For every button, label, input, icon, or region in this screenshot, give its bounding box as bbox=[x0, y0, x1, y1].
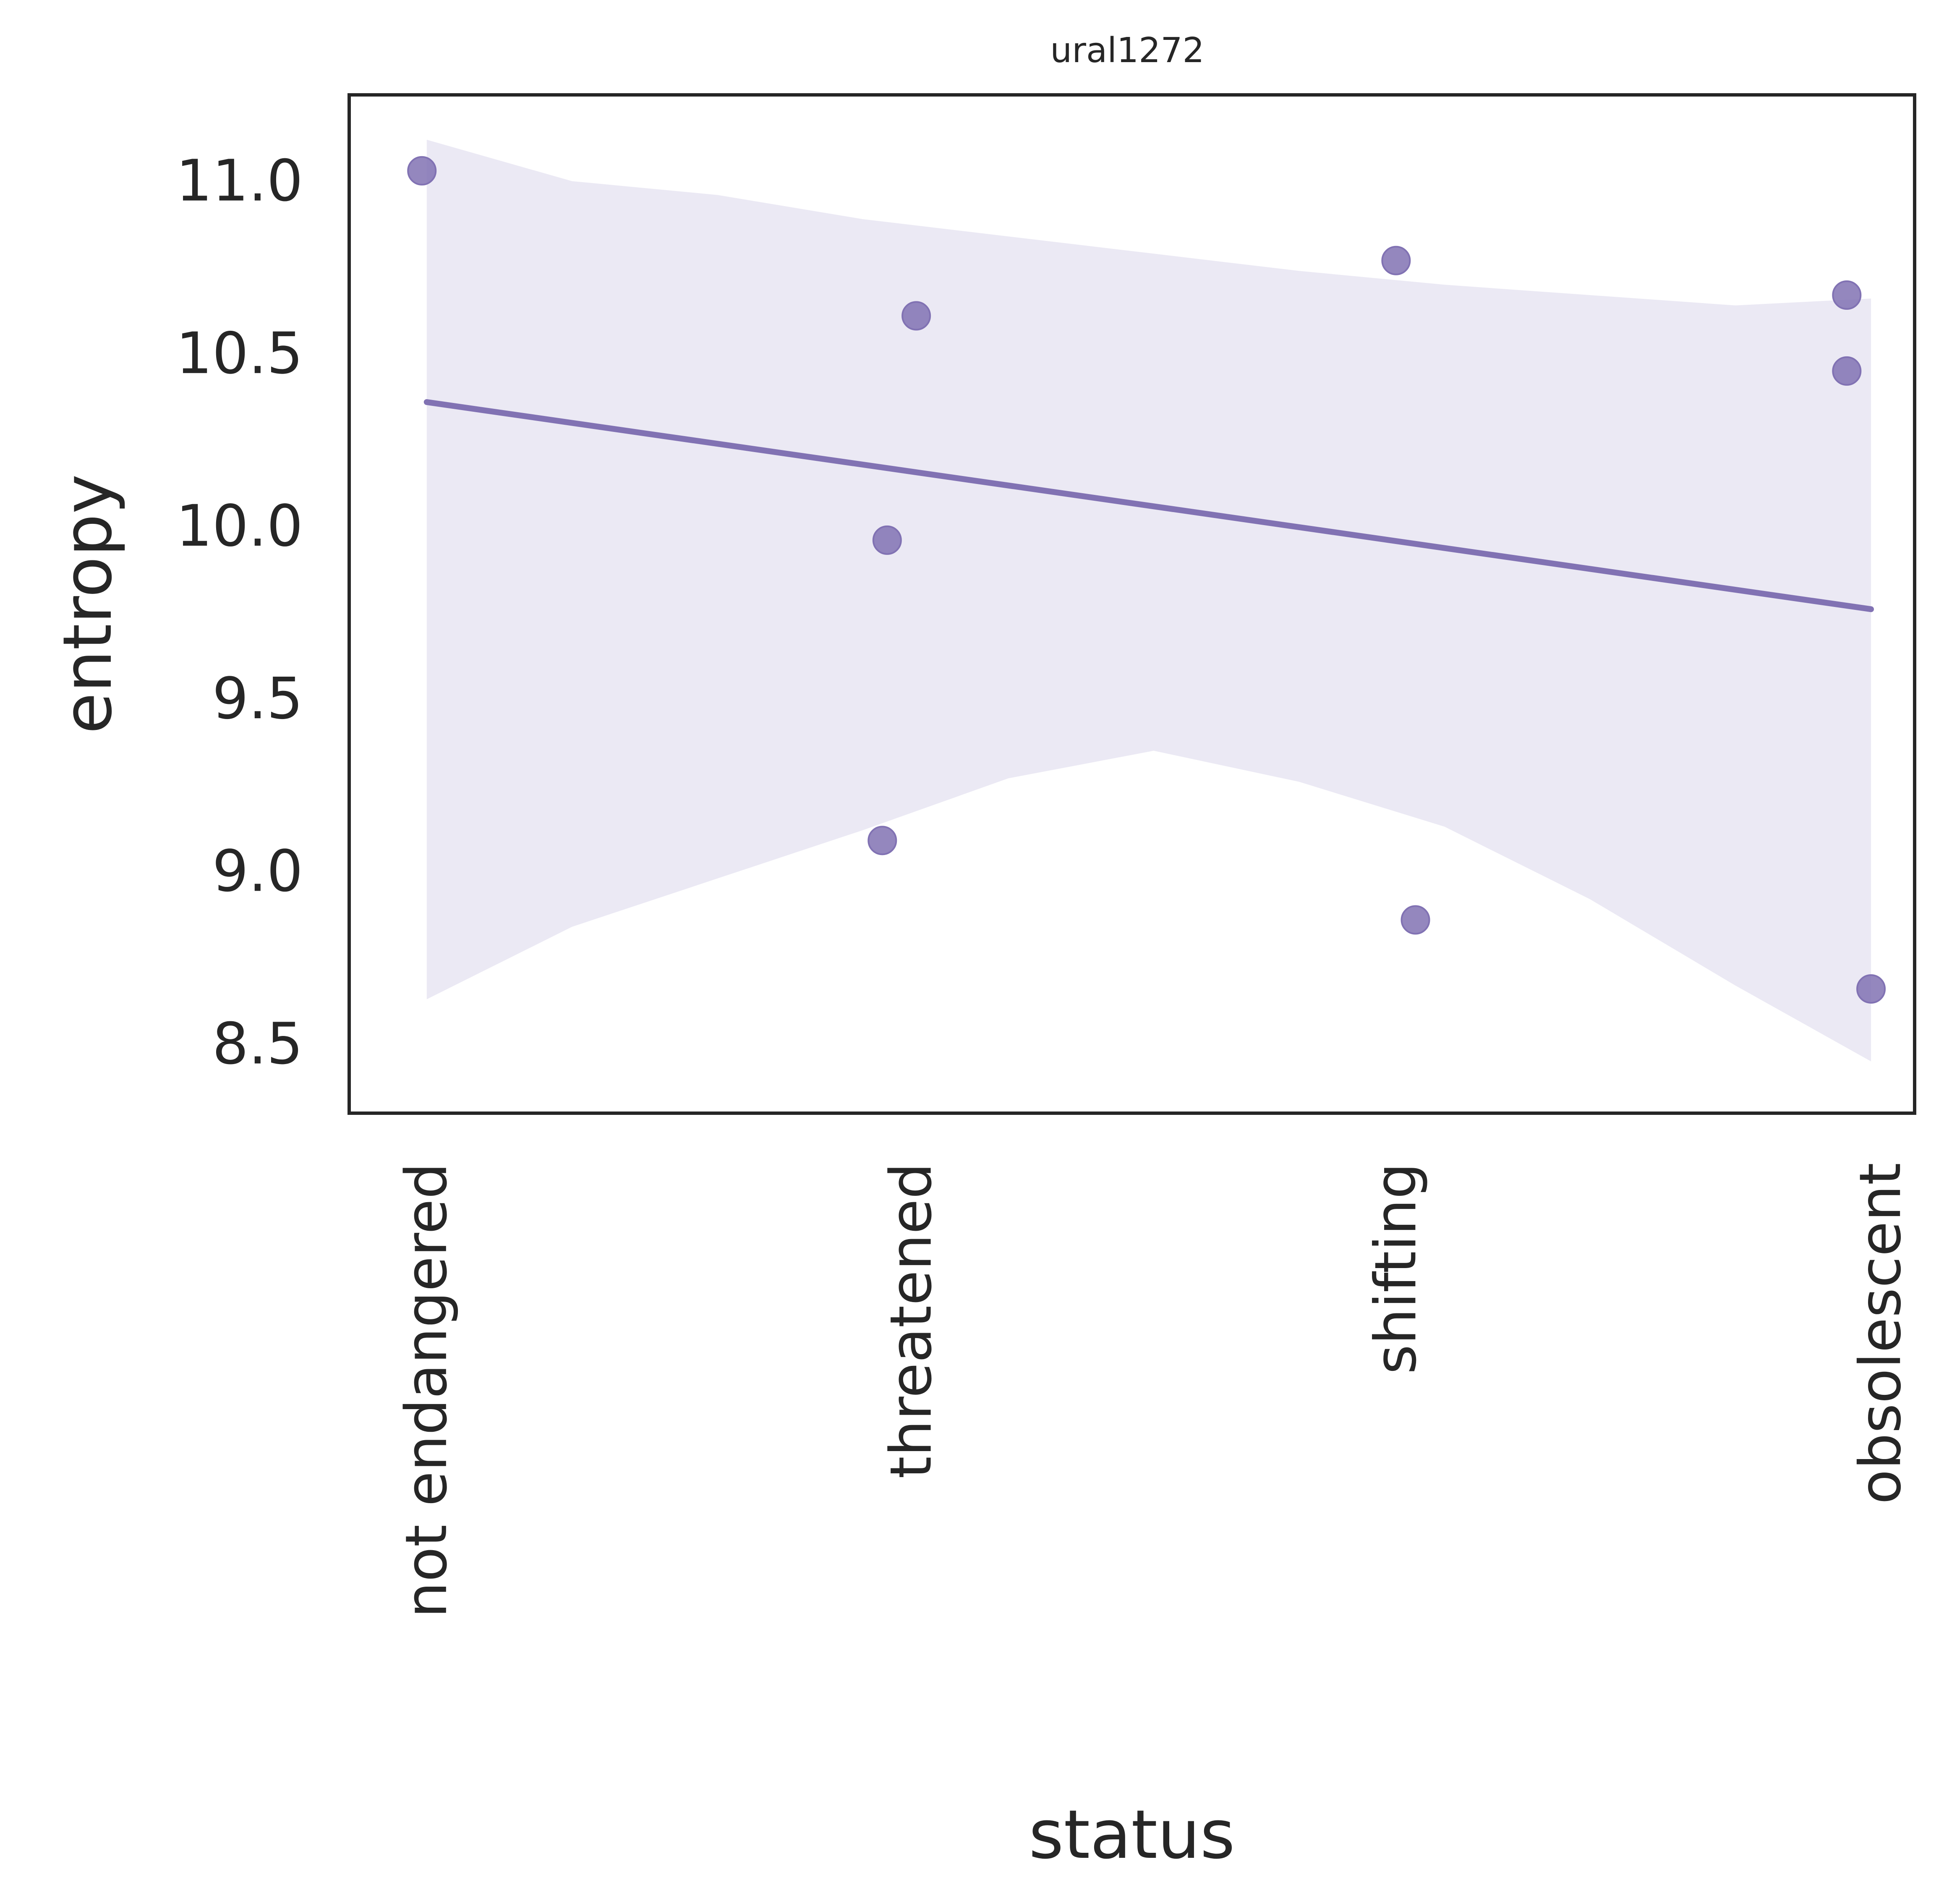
data-point bbox=[1401, 905, 1430, 935]
regression-line bbox=[423, 399, 1874, 612]
data-point bbox=[1856, 974, 1886, 1004]
data-point bbox=[867, 826, 897, 855]
y-tick-label: 9.0 bbox=[212, 838, 303, 905]
data-point bbox=[872, 525, 902, 555]
y-tick-label: 8.5 bbox=[212, 1011, 303, 1078]
chart-title: ural1272 bbox=[1050, 31, 1204, 71]
data-point bbox=[407, 156, 437, 186]
y-tick-label: 9.5 bbox=[212, 666, 303, 732]
data-point bbox=[1832, 280, 1862, 310]
data-point bbox=[1832, 356, 1862, 386]
x-tick-label: not endangered bbox=[394, 1163, 460, 1618]
x-tick-label: threatened bbox=[878, 1163, 945, 1479]
plot-area bbox=[407, 139, 1886, 1062]
plot-frame bbox=[348, 93, 1916, 1115]
data-point bbox=[1381, 246, 1411, 275]
y-tick-label: 11.0 bbox=[176, 148, 303, 214]
x-axis-title: status bbox=[1029, 1795, 1235, 1874]
x-tick-label: shifting bbox=[1363, 1163, 1429, 1374]
x-axis-ticks: not endangered threatened shifting obsolesc… bbox=[394, 1163, 1914, 1618]
confidence-band bbox=[426, 139, 1871, 1062]
y-tick-label: 10.5 bbox=[176, 321, 303, 387]
data-point bbox=[901, 301, 931, 331]
y-tick-label: 10.0 bbox=[176, 493, 303, 560]
y-axis-ticks: 8.5 9.0 9.5 10.0 10.5 11.0 bbox=[176, 148, 303, 1078]
y-axis-title: entropy bbox=[48, 474, 127, 734]
x-tick-label: obsolescent bbox=[1847, 1163, 1914, 1504]
